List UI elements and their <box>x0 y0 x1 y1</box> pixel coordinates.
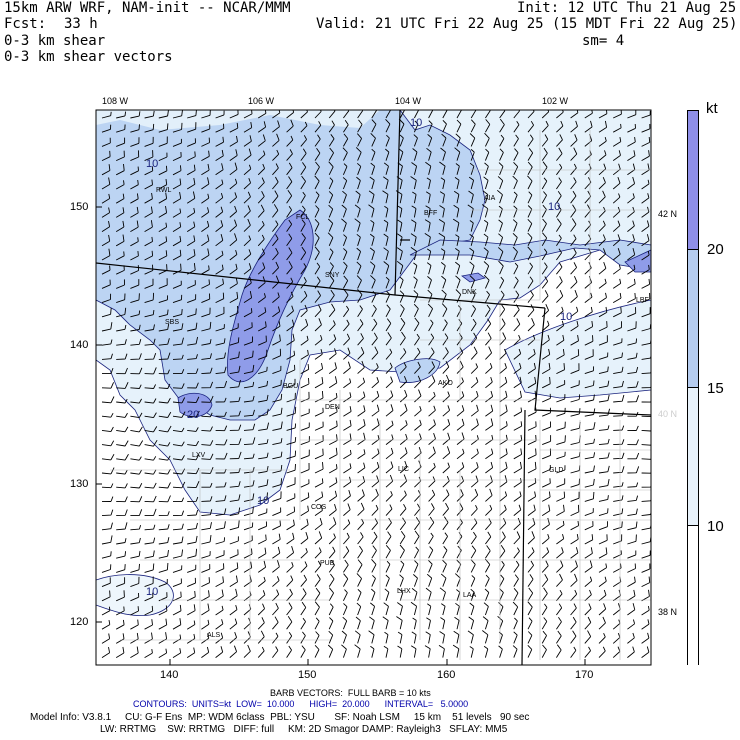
station-ako: AKO <box>438 380 453 387</box>
station-sny: SNY <box>325 272 340 279</box>
station-gld: GLD <box>549 467 564 474</box>
contour-label-10: 10 <box>146 158 159 170</box>
contour-info: CONTOURS: UNITS=kt LOW= 10.000 HIGH= 20.… <box>133 699 469 709</box>
field-name-vectors: 0-3 km shear vectors <box>4 49 173 65</box>
y-tick-150: 150 <box>70 201 89 213</box>
field-name-shear: 0-3 km shear <box>4 33 106 49</box>
lat-label-42n: 42 N <box>658 209 678 219</box>
model-info-line2: LW: RRTMG SW: RRTMG DIFF: full KM: 2D Sm… <box>100 724 508 735</box>
colorbar-band-below-10 <box>688 525 698 665</box>
county-lines <box>110 130 651 660</box>
station-sbs: SBS <box>165 319 180 326</box>
contour-label-10: 10 <box>560 311 573 323</box>
lat-label-38n: 38 N <box>658 607 678 617</box>
x-tick-170: 170 <box>575 669 594 681</box>
lon-label-102w: 102 W <box>542 96 569 106</box>
contour-20kt-blob <box>177 392 213 418</box>
colorbar <box>687 110 699 665</box>
station-aia: AIA <box>484 195 496 202</box>
station-lic: LIC <box>398 466 409 473</box>
lon-label-108w: 108 W <box>102 96 129 106</box>
forecast-label: Fcst: <box>4 16 47 32</box>
init-time: Init: 12 UTC Thu 21 Aug 25 <box>517 0 737 16</box>
contour-label-10: 10 <box>410 117 423 129</box>
x-tick-150: 150 <box>298 669 317 681</box>
station-dnk: DNK <box>462 289 477 296</box>
wind-barb-field <box>101 110 651 658</box>
station-lbf: LBF <box>636 297 649 304</box>
station-als: ALS <box>207 632 221 639</box>
model-title: 15km ARW WRF, NAM-init -- NCAR/MMM <box>4 0 291 16</box>
contour-label-10: 10 <box>257 495 270 507</box>
lon-label-104w: 104 W <box>395 96 422 106</box>
station-lhx: LHX <box>397 588 411 595</box>
barb-vectors-note: BARB VECTORS: FULL BARB = 10 kts <box>270 688 431 698</box>
colorbar-label-15: 15 <box>707 380 724 397</box>
station-den: DEN <box>325 404 340 411</box>
station-cos: COS <box>311 504 327 511</box>
valid-time: Valid: 21 UTC Fri 22 Aug 25 (15 MDT Fri … <box>316 16 738 32</box>
contour-label-20: 20 <box>187 409 200 421</box>
lon-label-106w: 106 W <box>248 96 275 106</box>
wind-barbs <box>101 110 651 658</box>
station-laa: LAA <box>463 592 477 599</box>
contour-label-10: 10 <box>548 201 561 213</box>
colorbar-band-10-15 <box>688 387 698 526</box>
forecast-hour: 33 h <box>64 16 98 32</box>
x-tick-140: 140 <box>160 669 179 681</box>
model-info-line1: Model Info: V3.8.1 CU: G-F Ens MP: WDM 6… <box>30 712 530 723</box>
y-tick-130: 130 <box>70 478 89 490</box>
smoothing-label: sm= 4 <box>582 33 625 49</box>
colorbar-label-10: 10 <box>707 518 724 535</box>
y-tick-140: 140 <box>70 339 89 351</box>
contour-label-10: 10 <box>146 586 159 598</box>
station-pub: PUB <box>320 560 335 567</box>
contour-20kt-small <box>461 272 486 283</box>
contour-20kt-ne <box>624 249 651 273</box>
state-borders <box>96 110 651 665</box>
axis-ticks <box>96 206 586 665</box>
contour-10kt-south <box>96 574 174 617</box>
x-tick-160: 160 <box>437 669 456 681</box>
station-bgu: BGU <box>283 383 299 390</box>
station-lxv: LXV <box>192 452 206 459</box>
colorbar-band-15-20 <box>688 249 698 388</box>
station-rwl: RWL <box>156 187 172 194</box>
colorbar-label-20: 20 <box>707 241 724 258</box>
station-fcl: FCL <box>296 214 310 221</box>
station-bff: BFF <box>424 210 438 217</box>
colorbar-band-20plus <box>688 111 698 249</box>
colorbar-unit: kt <box>706 100 718 117</box>
lat-label-40n: 40 N <box>658 409 678 419</box>
y-tick-120: 120 <box>70 616 89 628</box>
